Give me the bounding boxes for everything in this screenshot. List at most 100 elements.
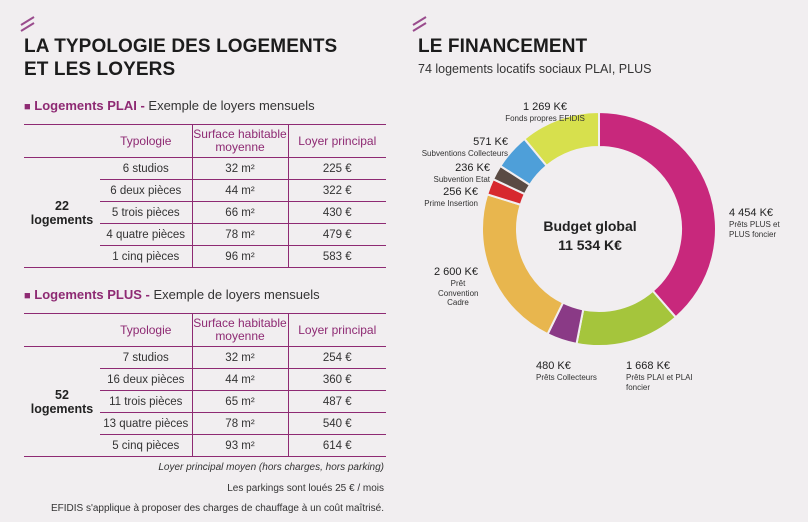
loyer-cell: 360 € — [287, 368, 386, 391]
plus-header-row: Typologie Surface habitable moyenne Loye… — [24, 313, 386, 347]
plus-section-title: ■ Logements PLUS - Exemple de loyers men… — [24, 287, 320, 302]
loyer-cell: 479 € — [287, 223, 386, 246]
surface-cell: 96 m² — [191, 245, 288, 268]
plai-count-cell: 22 logements — [24, 157, 100, 268]
typologie-cell: 6 deux pièces — [100, 179, 192, 202]
slice-amount: 1 269 K€ — [522, 101, 568, 113]
typologie-cell: 5 trois pièces — [100, 201, 192, 224]
financement-donut-chart — [481, 110, 717, 347]
square-bullet-icon: ■ — [24, 101, 31, 113]
label-prets-plai: 1 668 K€ Prêts PLAI et PLAI foncier — [626, 360, 696, 392]
surface-cell: 44 m² — [191, 368, 288, 391]
loyer-cell: 430 € — [287, 201, 386, 224]
label-prets-plus: 4 454 K€ Prêts PLUS et PLUS foncier — [729, 207, 795, 239]
slice-label: Prêts PLUS et PLUS foncier — [729, 220, 780, 239]
table-row: 22 logements 6 studios 32 m² 225 € — [24, 157, 386, 268]
budget-global-label: Budget global — [543, 218, 637, 234]
plus-header-typologie: Typologie — [100, 313, 192, 347]
label-prime-insertion: 256 K€ Prime Insertion — [400, 186, 478, 209]
surface-cell: 32 m² — [191, 346, 288, 369]
square-bullet-icon: ■ — [24, 290, 31, 302]
typologie-cell: 5 cinq pièces — [100, 434, 192, 457]
plai-table: Typologie Surface habitable moyenne Loye… — [24, 124, 386, 268]
table-row: 16 deux pièces 44 m² 360 € — [24, 368, 386, 391]
left-heading-line2: ET LES LOYERS — [24, 59, 176, 80]
plus-title-accent: Logements PLUS - — [34, 287, 150, 302]
slice-label: Prime Insertion — [424, 199, 478, 208]
left-heading: LA TYPOLOGIE DES LOGEMENTS ET LES LOYERS — [24, 35, 337, 81]
plai-header-row: Typologie Surface habitable moyenne Loye… — [24, 124, 386, 158]
right-slashes-decoration — [412, 16, 430, 32]
label-prets-collecteurs: 480 K€ Prêts Collecteurs — [536, 360, 616, 383]
donut-slice-1 — [575, 289, 678, 347]
plus-header-loyer: Loyer principal — [287, 313, 386, 347]
table-row: 5 cinq pièces 93 m² 614 € — [24, 434, 386, 457]
plai-title-rest: Exemple de loyers mensuels — [144, 98, 315, 113]
plai-header-loyer: Loyer principal — [287, 124, 386, 158]
typologie-cell: 1 cinq pièces — [100, 245, 192, 268]
table-row: 11 trois pièces 65 m² 487 € — [24, 390, 386, 413]
loyer-cell: 225 € — [287, 157, 386, 180]
surface-cell: 78 m² — [191, 223, 288, 246]
surface-cell: 32 m² — [191, 157, 288, 180]
typologie-cell: 11 trois pièces — [100, 390, 192, 413]
slice-amount: 4 454 K€ — [729, 207, 774, 219]
label-fonds-propres: 1 269 K€ Fonds propres EFIDIS — [485, 101, 605, 124]
plus-count-word: logements — [30, 401, 94, 416]
plai-count-word: logements — [30, 212, 94, 227]
plus-header-surface: Surface habitable moyenne — [191, 313, 288, 347]
slice-label: Subvention Etat — [433, 175, 490, 184]
slice-label: Fonds propres EFIDIS — [505, 114, 585, 123]
slice-label: Prêt Convention Cadre — [438, 279, 479, 307]
note-loyer-moyen: Loyer principal moyen (hors charges, hor… — [158, 462, 384, 473]
typologie-cell: 4 quatre pièces — [100, 223, 192, 246]
plus-table: Typologie Surface habitable moyenne Loye… — [24, 313, 386, 457]
slice-amount: 236 K€ — [455, 162, 490, 174]
label-convention-cadre: 2 600 K€ Prêt Convention Cadre — [400, 266, 479, 308]
table-row: 52 logements 7 studios 32 m² 254 € — [24, 346, 386, 457]
donut-slice-7 — [523, 110, 600, 168]
table-row: 6 deux pièces 44 m² 322 € — [24, 179, 386, 202]
typologie-cell: 13 quatre pièces — [100, 412, 192, 435]
plus-title-rest: Exemple de loyers mensuels — [149, 287, 320, 302]
plai-header-surface: Surface habitable moyenne — [191, 124, 288, 158]
slice-label: Prêts Collecteurs — [536, 373, 597, 382]
table-row: 13 quatre pièces 78 m² 540 € — [24, 412, 386, 435]
typologie-cell: 16 deux pièces — [100, 368, 192, 391]
loyer-cell: 322 € — [287, 179, 386, 202]
plai-count-number: 22 — [55, 198, 69, 213]
plus-count-cell: 52 logements — [24, 346, 100, 457]
left-slashes-decoration — [20, 16, 38, 32]
note-parkings: Les parkings sont loués 25 € / mois — [227, 483, 384, 494]
slice-amount: 571 K€ — [473, 136, 508, 148]
surface-cell: 65 m² — [191, 390, 288, 413]
table-row: 4 quatre pièces 78 m² 479 € — [24, 223, 386, 246]
slice-amount: 1 668 K€ — [626, 360, 671, 372]
surface-cell: 93 m² — [191, 434, 288, 457]
slice-amount: 480 K€ — [536, 360, 571, 372]
table-row: 1 cinq pièces 96 m² 583 € — [24, 245, 386, 268]
donut-slice-0 — [598, 110, 717, 319]
left-heading-line1: LA TYPOLOGIE DES LOGEMENTS — [24, 36, 338, 57]
slice-amount: 2 600 K€ — [433, 266, 478, 278]
surface-cell: 44 m² — [191, 179, 288, 202]
table-row: 5 trois pièces 66 m² 430 € — [24, 201, 386, 224]
slice-amount: 256 K€ — [443, 186, 478, 198]
loyer-cell: 614 € — [287, 434, 386, 457]
surface-cell: 78 m² — [191, 412, 288, 435]
budget-global-value: 11 534 K€ — [558, 237, 622, 253]
donut-slice-3 — [481, 193, 565, 336]
right-subtitle: 74 logements locatifs sociaux PLAI, PLUS — [418, 62, 652, 76]
donut-center-label: Budget global 11 534 K€ — [520, 217, 660, 255]
loyer-cell: 540 € — [287, 412, 386, 435]
note-chauffage: EFIDIS s'applique à proposer des charges… — [50, 503, 384, 514]
plus-header-empty — [24, 313, 100, 347]
right-heading: LE FINANCEMENT — [418, 36, 588, 57]
slice-label: Prêts PLAI et PLAI foncier — [626, 373, 693, 392]
loyer-cell: 583 € — [287, 245, 386, 268]
loyer-cell: 254 € — [287, 346, 386, 369]
plai-title-accent: Logements PLAI - — [34, 98, 145, 113]
slice-label: Subventions Collecteurs — [421, 149, 508, 158]
loyer-cell: 487 € — [287, 390, 386, 413]
typologie-cell: 6 studios — [100, 157, 192, 180]
